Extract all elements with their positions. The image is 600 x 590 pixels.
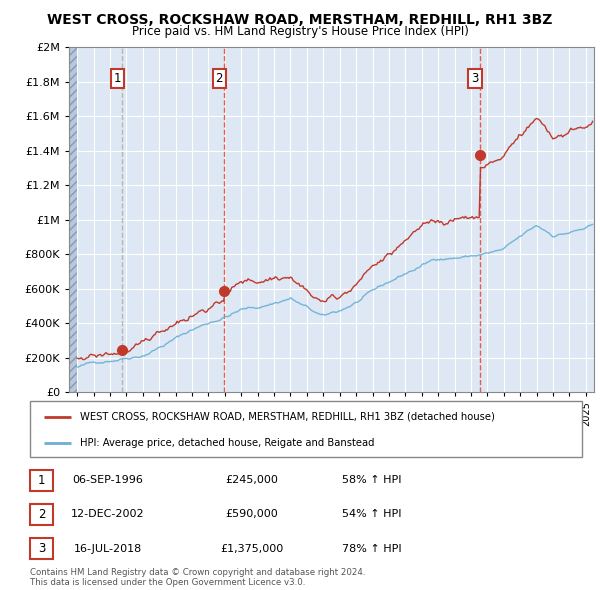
Text: 58% ↑ HPI: 58% ↑ HPI <box>342 476 402 485</box>
Text: 16-JUL-2018: 16-JUL-2018 <box>74 544 142 553</box>
Text: Price paid vs. HM Land Registry's House Price Index (HPI): Price paid vs. HM Land Registry's House … <box>131 25 469 38</box>
Text: £1,375,000: £1,375,000 <box>220 544 284 553</box>
Text: WEST CROSS, ROCKSHAW ROAD, MERSTHAM, REDHILL, RH1 3BZ (detached house): WEST CROSS, ROCKSHAW ROAD, MERSTHAM, RED… <box>80 412 494 422</box>
Text: 3: 3 <box>38 542 45 555</box>
Text: 12-DEC-2002: 12-DEC-2002 <box>71 510 145 519</box>
Text: WEST CROSS, ROCKSHAW ROAD, MERSTHAM, REDHILL, RH1 3BZ: WEST CROSS, ROCKSHAW ROAD, MERSTHAM, RED… <box>47 13 553 27</box>
Text: 78% ↑ HPI: 78% ↑ HPI <box>342 544 402 553</box>
Text: 2: 2 <box>215 72 223 85</box>
Text: 1: 1 <box>38 474 45 487</box>
Text: £590,000: £590,000 <box>226 510 278 519</box>
Text: 3: 3 <box>471 72 479 85</box>
Text: 06-SEP-1996: 06-SEP-1996 <box>73 476 143 485</box>
Text: 2: 2 <box>38 508 45 521</box>
Text: Contains HM Land Registry data © Crown copyright and database right 2024.
This d: Contains HM Land Registry data © Crown c… <box>30 568 365 587</box>
Text: HPI: Average price, detached house, Reigate and Banstead: HPI: Average price, detached house, Reig… <box>80 438 374 448</box>
Text: £245,000: £245,000 <box>226 476 278 485</box>
Text: 54% ↑ HPI: 54% ↑ HPI <box>342 510 402 519</box>
Text: 1: 1 <box>113 72 121 85</box>
